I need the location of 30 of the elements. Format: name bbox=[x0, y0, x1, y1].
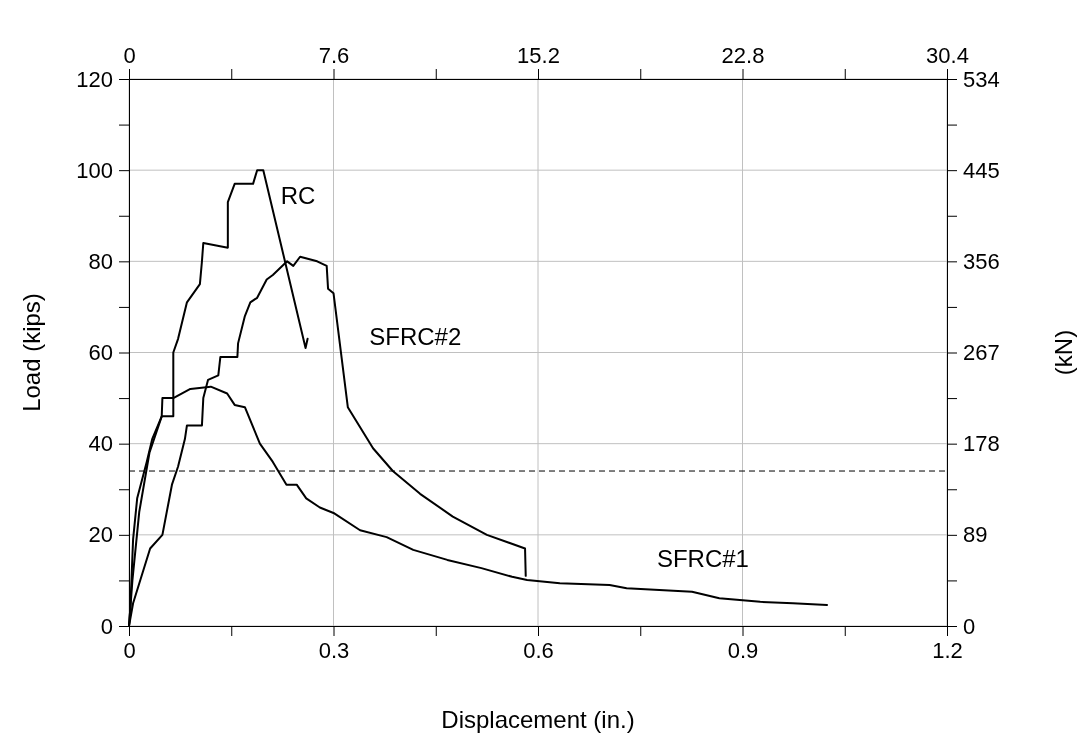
x2-tick-label: 15.2 bbox=[517, 43, 560, 68]
y-tick-label: 0 bbox=[100, 613, 113, 639]
y-tick-label: 100 bbox=[76, 157, 113, 183]
y2-axis-title: (kN) bbox=[1050, 329, 1077, 376]
y-tick-label: 80 bbox=[88, 248, 113, 274]
y-axis-title: Load (kips) bbox=[18, 293, 45, 412]
y2-tick-label: 356 bbox=[963, 248, 1000, 274]
y2-tick-label: 0 bbox=[963, 613, 976, 639]
y2-tick-label: 445 bbox=[963, 157, 1000, 183]
series-label: SFRC#2 bbox=[369, 323, 462, 351]
x-tick-label: 0.3 bbox=[318, 637, 350, 663]
y-tick-label: 40 bbox=[88, 431, 113, 457]
y-tick-label: 60 bbox=[88, 340, 113, 366]
x-tick-label: 0 bbox=[123, 637, 136, 663]
y2-tick-label: 178 bbox=[963, 431, 1000, 457]
x2-tick-label: 30.4 bbox=[926, 43, 969, 68]
x-axis-title: Displacement (in.) bbox=[441, 706, 635, 733]
x-tick-label: 1.2 bbox=[932, 637, 963, 663]
x2-tick-label: 0 bbox=[123, 43, 136, 68]
series-label: SFRC#1 bbox=[656, 545, 749, 573]
x-tick-label: 0.9 bbox=[727, 637, 759, 663]
y2-tick-label: 89 bbox=[963, 522, 988, 548]
series-label: RC bbox=[280, 181, 316, 209]
x-tick-label: 0.6 bbox=[523, 637, 554, 663]
y2-tick-label: 267 bbox=[963, 340, 1000, 366]
y-tick-label: 20 bbox=[88, 522, 113, 548]
x2-tick-label: 7.6 bbox=[318, 43, 350, 68]
x2-tick-label: 22.8 bbox=[721, 43, 765, 68]
y-tick-label: 120 bbox=[76, 66, 113, 92]
y2-tick-label: 534 bbox=[963, 66, 1000, 92]
